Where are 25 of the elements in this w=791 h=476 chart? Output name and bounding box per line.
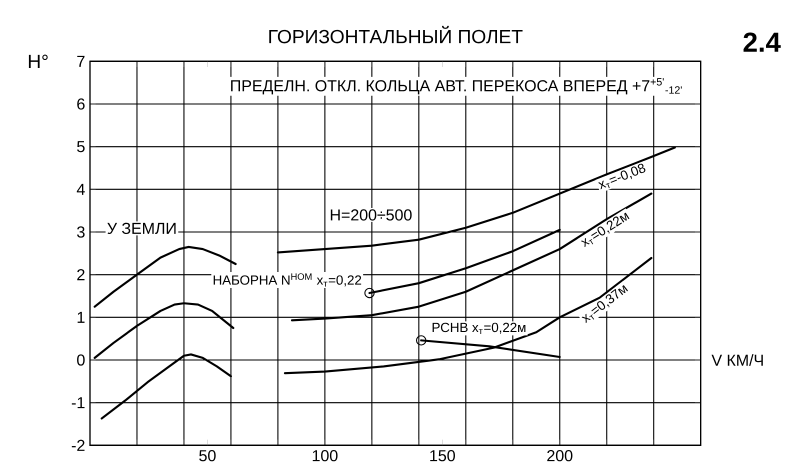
text: 2.4 — [744, 32, 781, 52]
line-series — [368, 228, 561, 294]
y-tick-label: 2 — [77, 269, 85, 280]
y-tick-label: 6 — [77, 98, 85, 110]
y-tick-label: 0 — [77, 354, 85, 366]
y-tick-label: 3 — [77, 226, 85, 238]
series-label: НАБОРНА N$^{НОМ}$ x$_{т}$=0,22 — [214, 273, 362, 287]
y-tick-label: -2 — [72, 440, 85, 451]
y-axis-title: Н° — [28, 54, 48, 68]
x-tick-label: 200 — [547, 450, 572, 462]
x-tick-label: 100 — [312, 450, 338, 462]
y-tick-label: -1 — [72, 397, 85, 408]
y-tick-label: 1 — [78, 312, 85, 323]
annotation: У ЗЕМЛИ — [107, 222, 176, 234]
x-tick-label: 150 — [430, 450, 455, 462]
chart-title: ГОРИЗОНТАЛЬНЫЙ ПОЛЕТ — [269, 26, 523, 44]
y-tick-label: 4 — [76, 184, 85, 195]
series-label: РСНВ x$_{т}$=0,22м — [432, 322, 526, 334]
y-tick-label: 5 — [77, 141, 85, 152]
y-tick-label: 7 — [77, 56, 85, 67]
annotation: H=200÷500 — [330, 209, 412, 221]
x-tick-label: 50 — [199, 450, 216, 462]
x-axis-title: V КМ/Ч — [712, 354, 763, 366]
text: x$_{т}$=-0,08 — [598, 164, 646, 190]
text: ПРЕДЕЛН. ОТКЛ. КОЛЬЦА АВТ. ПЕРЕКОСА ВПЕРЕД +7$^{+5'}$-12' — [231, 78, 682, 94]
